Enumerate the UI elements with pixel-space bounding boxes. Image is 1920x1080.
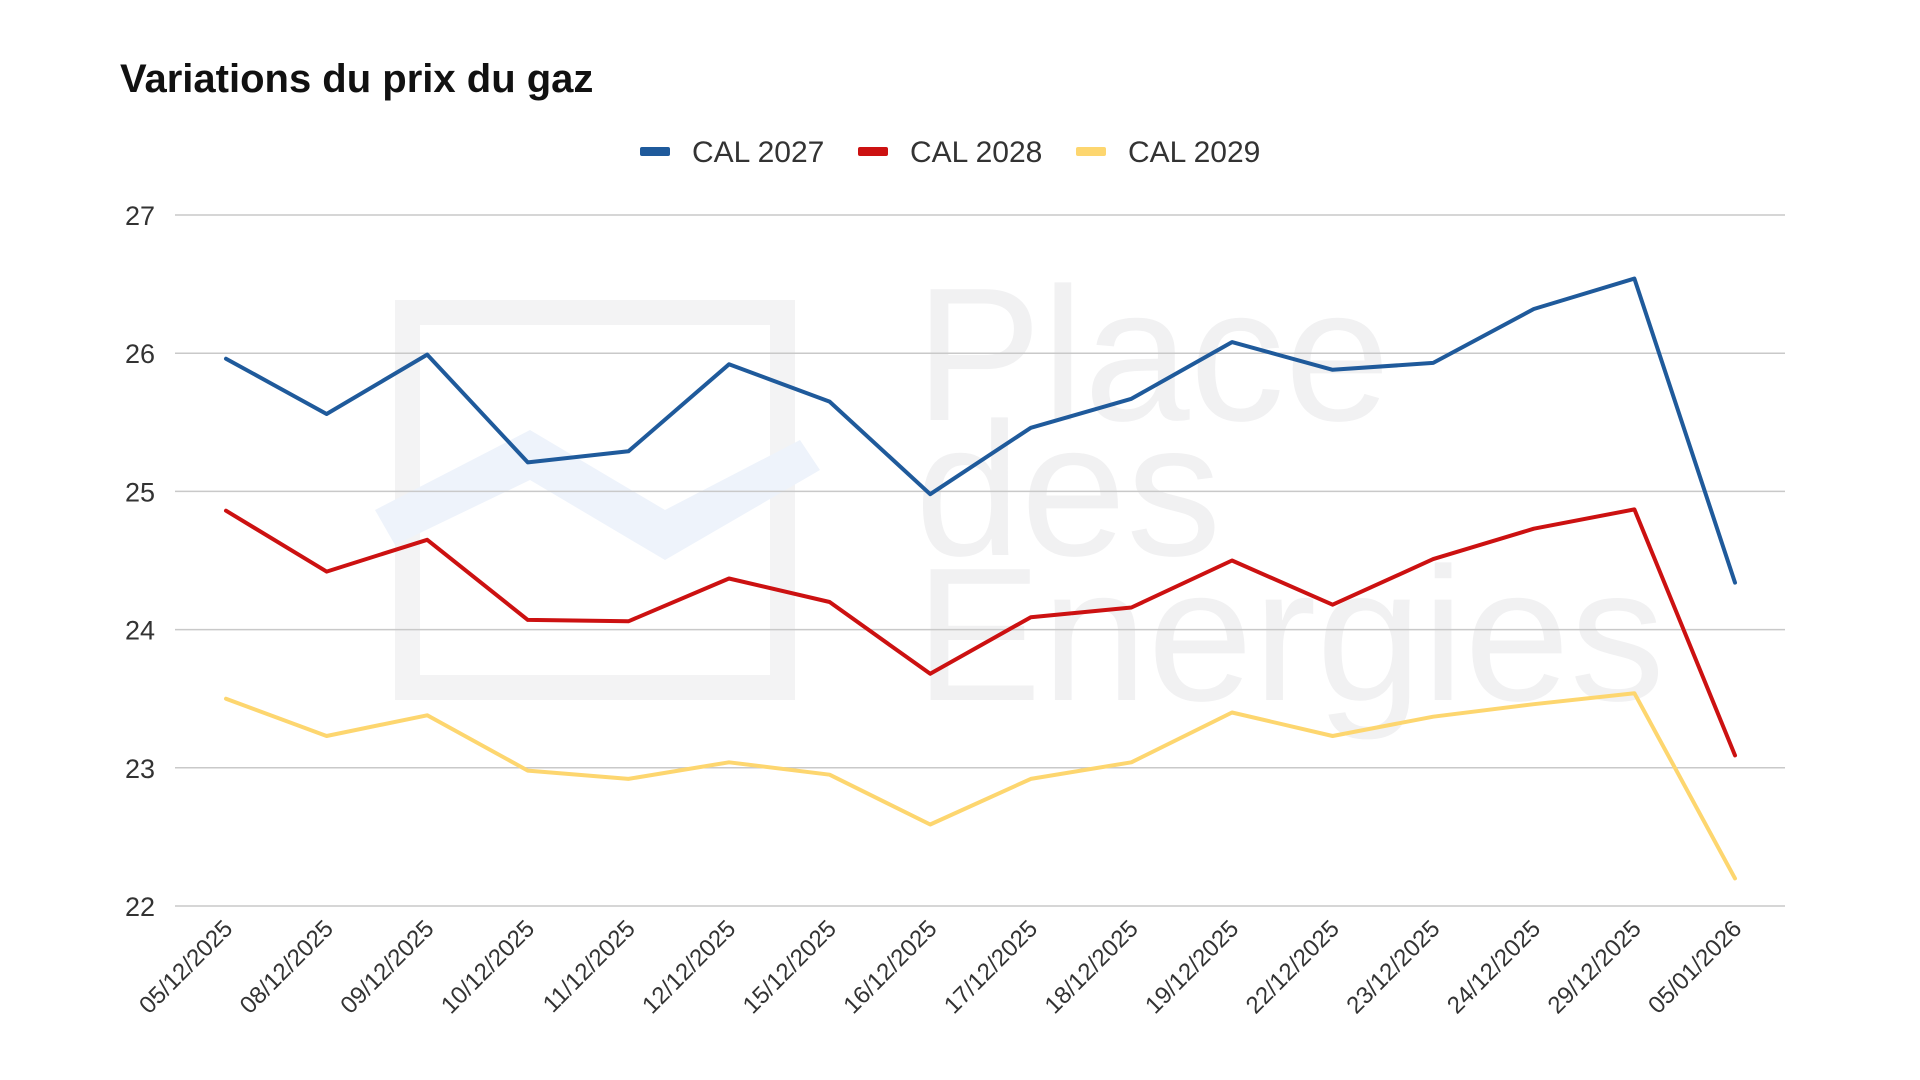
legend-label-cal-2029: CAL 2029 bbox=[1128, 136, 1260, 169]
x-tick-label: 19/12/2025 bbox=[1140, 915, 1244, 1019]
data-point-cal-2028[interactable] bbox=[1733, 753, 1737, 757]
watermark-word-2: des bbox=[915, 384, 1221, 596]
data-point-cal-2027[interactable] bbox=[1632, 277, 1636, 281]
data-point-cal-2029[interactable] bbox=[1230, 711, 1234, 715]
data-point-cal-2027[interactable] bbox=[727, 362, 731, 366]
data-point-cal-2028[interactable] bbox=[828, 600, 832, 604]
legend-swatch-cal-2029 bbox=[1076, 147, 1106, 156]
data-point-cal-2028[interactable] bbox=[1632, 507, 1636, 511]
x-tick-label: 18/12/2025 bbox=[1040, 915, 1144, 1019]
x-tick-label: 11/12/2025 bbox=[538, 915, 641, 1018]
x-tick-label: 10/12/2025 bbox=[436, 915, 540, 1019]
data-point-cal-2027[interactable] bbox=[1129, 397, 1133, 401]
y-tick-label: 22 bbox=[125, 892, 155, 922]
legend-item-cal-2028[interactable]: CAL 2028 bbox=[858, 136, 1042, 169]
x-tick-label: 05/12/2025 bbox=[134, 915, 238, 1019]
y-tick-label: 27 bbox=[125, 201, 155, 231]
data-point-cal-2029[interactable] bbox=[626, 777, 630, 781]
data-point-cal-2027[interactable] bbox=[224, 357, 228, 361]
legend: CAL 2027 CAL 2028 CAL 2029 bbox=[640, 136, 1260, 169]
x-tick-label: 16/12/2025 bbox=[838, 915, 942, 1019]
x-tick-label: 15/12/2025 bbox=[738, 915, 842, 1019]
data-point-cal-2028[interactable] bbox=[425, 538, 429, 542]
data-point-cal-2029[interactable] bbox=[1029, 777, 1033, 781]
series-lines bbox=[224, 276, 1737, 881]
x-tick-label: 08/12/2025 bbox=[235, 915, 339, 1019]
watermark-word-1: Place bbox=[915, 249, 1390, 461]
gridlines bbox=[175, 214, 1785, 907]
data-point-cal-2027[interactable] bbox=[325, 412, 329, 416]
data-point-cal-2029[interactable] bbox=[1532, 702, 1536, 706]
data-point-cal-2029[interactable] bbox=[727, 760, 731, 764]
chart-title: Variations du prix du gaz bbox=[120, 57, 593, 101]
data-point-cal-2027[interactable] bbox=[1733, 581, 1737, 585]
data-point-cal-2028[interactable] bbox=[1431, 557, 1435, 561]
legend-label-cal-2028: CAL 2028 bbox=[910, 136, 1042, 169]
data-point-cal-2028[interactable] bbox=[928, 672, 932, 676]
watermark: Place des Energies bbox=[375, 249, 1665, 741]
data-point-cal-2029[interactable] bbox=[526, 769, 530, 773]
y-tick-label: 26 bbox=[125, 339, 155, 369]
x-tick-label: 29/12/2025 bbox=[1543, 915, 1647, 1019]
series-line-cal-2027[interactable] bbox=[224, 276, 1737, 585]
x-tick-label: 12/12/2025 bbox=[637, 915, 741, 1019]
data-point-cal-2029[interactable] bbox=[1129, 760, 1133, 764]
data-point-cal-2029[interactable] bbox=[1331, 734, 1335, 738]
data-point-cal-2028[interactable] bbox=[727, 576, 731, 580]
data-point-cal-2028[interactable] bbox=[1532, 527, 1536, 531]
data-point-cal-2027[interactable] bbox=[928, 492, 932, 496]
data-point-cal-2027[interactable] bbox=[626, 449, 630, 453]
legend-item-cal-2027[interactable]: CAL 2027 bbox=[640, 136, 824, 169]
data-point-cal-2027[interactable] bbox=[1532, 307, 1536, 311]
legend-item-cal-2029[interactable]: CAL 2029 bbox=[1076, 136, 1260, 169]
y-tick-label: 23 bbox=[125, 754, 155, 784]
data-point-cal-2027[interactable] bbox=[425, 353, 429, 357]
x-tick-label: 23/12/2025 bbox=[1341, 915, 1445, 1019]
data-point-cal-2027[interactable] bbox=[526, 460, 530, 464]
data-point-cal-2027[interactable] bbox=[1331, 368, 1335, 372]
data-point-cal-2028[interactable] bbox=[626, 619, 630, 623]
x-tick-label: 17/12/2025 bbox=[939, 915, 1043, 1019]
legend-label-cal-2027: CAL 2027 bbox=[692, 136, 824, 169]
data-point-cal-2027[interactable] bbox=[1431, 361, 1435, 365]
data-point-cal-2029[interactable] bbox=[425, 713, 429, 717]
data-point-cal-2028[interactable] bbox=[1331, 603, 1335, 607]
data-point-cal-2029[interactable] bbox=[1431, 715, 1435, 719]
data-point-cal-2027[interactable] bbox=[1029, 426, 1033, 430]
y-axis-tick-labels: 22 23 24 25 26 27 bbox=[125, 201, 155, 922]
data-point-cal-2028[interactable] bbox=[1230, 559, 1234, 563]
x-tick-label: 24/12/2025 bbox=[1442, 915, 1546, 1019]
data-point-cal-2029[interactable] bbox=[325, 734, 329, 738]
x-tick-label: 05/01/2026 bbox=[1643, 915, 1747, 1019]
data-point-cal-2028[interactable] bbox=[1129, 605, 1133, 609]
watermark-logo-chevron bbox=[375, 430, 820, 560]
data-point-cal-2029[interactable] bbox=[224, 697, 228, 701]
y-tick-label: 24 bbox=[125, 616, 155, 646]
series-line-cal-2029[interactable] bbox=[224, 691, 1737, 881]
x-tick-label: 09/12/2025 bbox=[335, 915, 439, 1019]
data-point-cal-2029[interactable] bbox=[1733, 876, 1737, 880]
legend-swatch-cal-2028 bbox=[858, 147, 888, 156]
y-tick-label: 25 bbox=[125, 477, 155, 507]
data-point-cal-2029[interactable] bbox=[928, 822, 932, 826]
x-tick-label: 22/12/2025 bbox=[1241, 915, 1345, 1019]
data-point-cal-2027[interactable] bbox=[828, 400, 832, 404]
data-point-cal-2028[interactable] bbox=[224, 509, 228, 513]
legend-swatch-cal-2027 bbox=[640, 147, 670, 156]
watermark-word-3: Energies bbox=[915, 529, 1665, 741]
data-point-cal-2028[interactable] bbox=[325, 570, 329, 574]
watermark-logo bbox=[375, 300, 820, 700]
data-point-cal-2028[interactable] bbox=[526, 618, 530, 622]
data-point-cal-2028[interactable] bbox=[1029, 615, 1033, 619]
data-point-cal-2029[interactable] bbox=[1632, 691, 1636, 695]
x-axis-tick-labels: 05/12/202508/12/202509/12/202510/12/2025… bbox=[134, 915, 1747, 1019]
series-line-cal-2028[interactable] bbox=[224, 507, 1737, 758]
data-point-cal-2029[interactable] bbox=[828, 773, 832, 777]
data-point-cal-2027[interactable] bbox=[1230, 340, 1234, 344]
